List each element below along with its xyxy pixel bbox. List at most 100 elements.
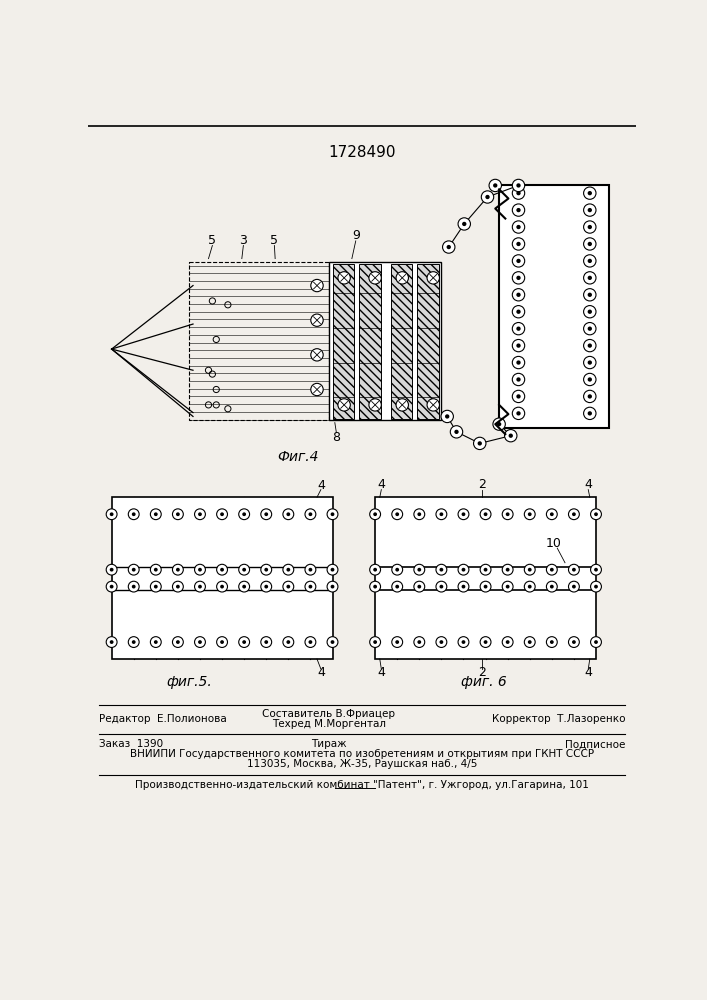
Circle shape bbox=[154, 585, 158, 589]
Circle shape bbox=[462, 512, 465, 516]
Circle shape bbox=[572, 640, 575, 644]
Circle shape bbox=[458, 218, 470, 230]
Circle shape bbox=[588, 276, 592, 280]
Circle shape bbox=[370, 509, 380, 520]
Circle shape bbox=[395, 585, 399, 589]
Circle shape bbox=[493, 183, 498, 188]
Circle shape bbox=[513, 204, 525, 216]
Circle shape bbox=[261, 509, 271, 520]
Circle shape bbox=[370, 637, 380, 647]
Circle shape bbox=[194, 637, 206, 647]
Circle shape bbox=[286, 512, 291, 516]
Circle shape bbox=[481, 191, 493, 203]
Circle shape bbox=[516, 394, 520, 399]
Circle shape bbox=[516, 276, 520, 280]
Circle shape bbox=[392, 637, 403, 647]
Circle shape bbox=[331, 585, 334, 589]
Circle shape bbox=[436, 581, 447, 592]
Circle shape bbox=[547, 564, 557, 575]
Text: ВНИИПИ Государственного комитета по изобретениям и открытиям при ГКНТ СССР: ВНИИПИ Государственного комитета по изоб… bbox=[130, 749, 594, 759]
Circle shape bbox=[154, 640, 158, 644]
Circle shape bbox=[525, 564, 535, 575]
Circle shape bbox=[588, 327, 592, 331]
Circle shape bbox=[243, 512, 246, 516]
Circle shape bbox=[583, 407, 596, 420]
Circle shape bbox=[373, 585, 377, 589]
Circle shape bbox=[286, 640, 291, 644]
Circle shape bbox=[516, 343, 520, 348]
Circle shape bbox=[261, 581, 271, 592]
Circle shape bbox=[513, 390, 525, 403]
Circle shape bbox=[414, 564, 425, 575]
Text: 4: 4 bbox=[584, 666, 592, 679]
Circle shape bbox=[513, 339, 525, 352]
Circle shape bbox=[151, 581, 161, 592]
Circle shape bbox=[216, 637, 228, 647]
Circle shape bbox=[417, 640, 421, 644]
Circle shape bbox=[502, 564, 513, 575]
Circle shape bbox=[414, 637, 425, 647]
Circle shape bbox=[590, 509, 602, 520]
Circle shape bbox=[516, 411, 520, 416]
Circle shape bbox=[506, 512, 510, 516]
Circle shape bbox=[417, 585, 421, 589]
Circle shape bbox=[588, 225, 592, 229]
Circle shape bbox=[550, 585, 554, 589]
Circle shape bbox=[216, 564, 228, 575]
Circle shape bbox=[583, 356, 596, 369]
Circle shape bbox=[283, 509, 293, 520]
Circle shape bbox=[484, 585, 487, 589]
Circle shape bbox=[327, 509, 338, 520]
Circle shape bbox=[417, 512, 421, 516]
Circle shape bbox=[588, 377, 592, 382]
Circle shape bbox=[590, 581, 602, 592]
Circle shape bbox=[132, 512, 136, 516]
Circle shape bbox=[484, 640, 487, 644]
Circle shape bbox=[261, 564, 271, 575]
Circle shape bbox=[417, 568, 421, 572]
Circle shape bbox=[502, 637, 513, 647]
Circle shape bbox=[493, 418, 506, 430]
Circle shape bbox=[132, 568, 136, 572]
Circle shape bbox=[338, 272, 351, 284]
Circle shape bbox=[132, 640, 136, 644]
Circle shape bbox=[283, 581, 293, 592]
Circle shape bbox=[311, 349, 323, 361]
Circle shape bbox=[583, 238, 596, 250]
Circle shape bbox=[220, 568, 224, 572]
Circle shape bbox=[264, 640, 268, 644]
Circle shape bbox=[480, 564, 491, 575]
Circle shape bbox=[110, 640, 114, 644]
Circle shape bbox=[198, 568, 202, 572]
Circle shape bbox=[528, 585, 532, 589]
Circle shape bbox=[513, 289, 525, 301]
Circle shape bbox=[369, 399, 381, 411]
Circle shape bbox=[264, 512, 268, 516]
Circle shape bbox=[572, 585, 575, 589]
Bar bbox=[332, 264, 354, 419]
Circle shape bbox=[311, 383, 323, 396]
Circle shape bbox=[305, 509, 316, 520]
Circle shape bbox=[447, 245, 451, 249]
Circle shape bbox=[286, 585, 291, 589]
Circle shape bbox=[331, 512, 334, 516]
Bar bbox=[329, 262, 441, 420]
Circle shape bbox=[286, 568, 291, 572]
Circle shape bbox=[106, 581, 117, 592]
Circle shape bbox=[506, 568, 510, 572]
Circle shape bbox=[243, 568, 246, 572]
Text: 2: 2 bbox=[478, 478, 486, 491]
Circle shape bbox=[369, 272, 381, 284]
Circle shape bbox=[513, 272, 525, 284]
Bar bbox=[375, 497, 596, 659]
Circle shape bbox=[132, 585, 136, 589]
Circle shape bbox=[414, 509, 425, 520]
Circle shape bbox=[305, 581, 316, 592]
Circle shape bbox=[489, 179, 501, 192]
Circle shape bbox=[455, 430, 459, 434]
Circle shape bbox=[480, 509, 491, 520]
Circle shape bbox=[513, 323, 525, 335]
Text: Заказ  1390: Заказ 1390 bbox=[99, 739, 163, 749]
Circle shape bbox=[176, 568, 180, 572]
Circle shape bbox=[327, 564, 338, 575]
